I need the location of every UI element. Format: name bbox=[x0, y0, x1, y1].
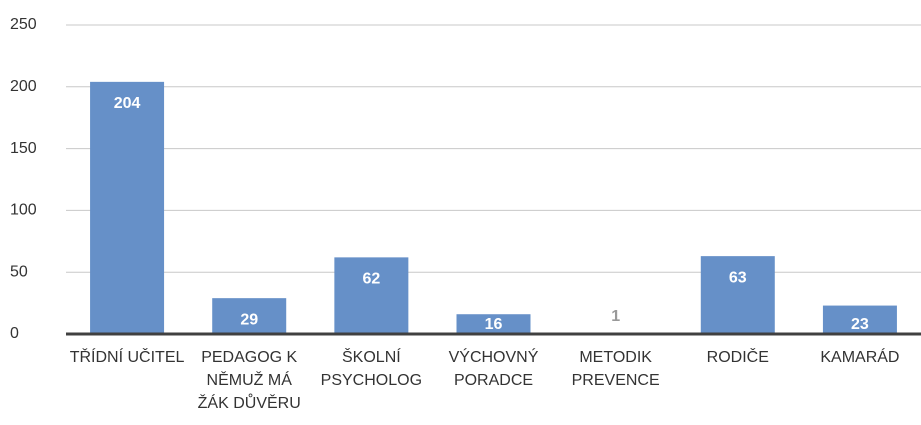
data-label: 1 bbox=[611, 308, 620, 325]
bar bbox=[90, 81, 165, 334]
y-tick-label: 250 bbox=[10, 16, 37, 33]
bar bbox=[700, 256, 775, 334]
data-label: 23 bbox=[851, 316, 869, 333]
y-tick-label: 100 bbox=[10, 202, 37, 219]
x-tick-label: PEDAGOG K NĚMUŽ MÁ ŽÁK DŮVĚRU bbox=[197, 349, 301, 412]
bar bbox=[456, 314, 531, 334]
data-label: 204 bbox=[114, 95, 141, 112]
x-tick-label: METODIK PREVENCE bbox=[571, 349, 660, 389]
y-tick-label: 50 bbox=[10, 263, 28, 280]
bar bbox=[822, 305, 897, 334]
y-tick-label: 200 bbox=[10, 78, 37, 95]
data-label: 16 bbox=[485, 316, 503, 333]
data-label: 29 bbox=[240, 311, 258, 328]
y-tick-label: 150 bbox=[10, 140, 37, 157]
bar bbox=[212, 298, 287, 334]
y-tick-label: 0 bbox=[10, 325, 19, 342]
x-tick-label: ŠKOLNÍ PSYCHOLOG bbox=[320, 349, 423, 389]
x-tick-label: TŘÍDNÍ UČITEL bbox=[69, 349, 185, 366]
x-tick-label: VÝCHOVNÝ PORADCE bbox=[448, 349, 539, 389]
x-tick-label: KAMARÁD bbox=[820, 349, 900, 366]
bar bbox=[334, 257, 409, 334]
x-tick-label: RODIČE bbox=[706, 349, 769, 366]
data-label: 62 bbox=[362, 271, 380, 288]
data-label: 63 bbox=[729, 269, 747, 286]
